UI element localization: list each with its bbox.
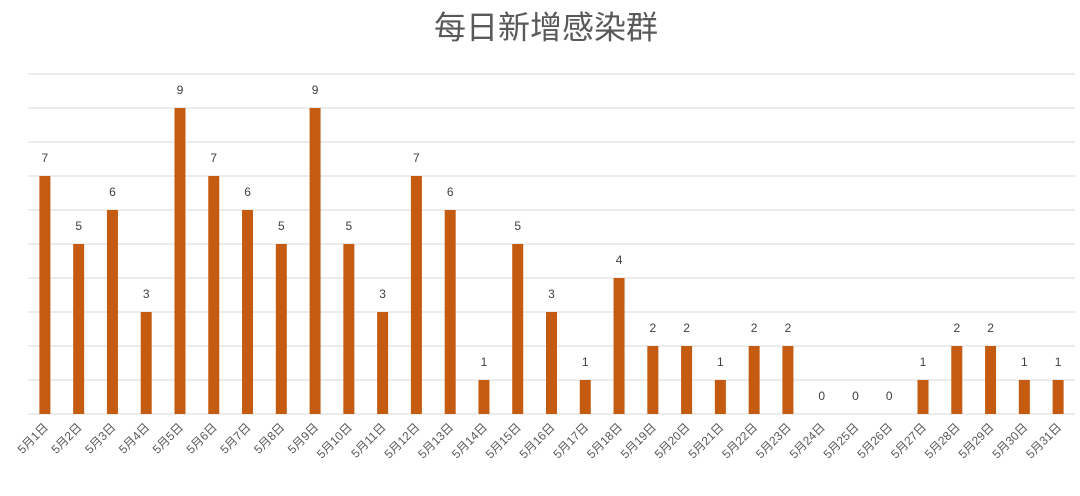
- bar: [140, 312, 152, 414]
- data-label: 6: [447, 185, 454, 199]
- bar: [73, 244, 85, 414]
- data-label: 2: [785, 321, 792, 335]
- x-tick-label: 5月10日: [314, 420, 355, 461]
- data-label: 2: [987, 321, 994, 335]
- x-tick-label: 5月7日: [217, 420, 253, 456]
- bar: [782, 346, 794, 414]
- data-label: 1: [582, 355, 589, 369]
- x-tick-label: 5月19日: [618, 420, 659, 461]
- bar: [39, 176, 51, 414]
- x-tick-label: 5月3日: [82, 420, 118, 456]
- data-label: 9: [177, 83, 184, 97]
- x-tick-label: 5月12日: [381, 420, 422, 461]
- x-tick-label: 5月26日: [854, 420, 895, 461]
- x-tick-label: 5月2日: [48, 420, 84, 456]
- bar: [174, 108, 186, 414]
- data-label: 1: [1055, 355, 1062, 369]
- bar: [681, 346, 693, 414]
- bar: [410, 176, 422, 414]
- x-tick-label: 5月6日: [184, 420, 220, 456]
- x-tick-label: 5月28日: [922, 420, 963, 461]
- x-tick-label: 5月13日: [415, 420, 456, 461]
- x-tick-label: 5月1日: [15, 420, 51, 456]
- data-label: 1: [717, 355, 724, 369]
- data-label: 7: [210, 151, 217, 165]
- data-label: 5: [75, 219, 82, 233]
- bar: [343, 244, 355, 414]
- bar: [1018, 380, 1030, 414]
- x-tick-label: 5月18日: [584, 420, 625, 461]
- chart-title: 每日新增感染群: [434, 9, 658, 45]
- x-tick-label: 5月17日: [550, 420, 591, 461]
- x-tick-label: 5月11日: [348, 420, 388, 460]
- x-tick-label: 5月21日: [685, 420, 726, 461]
- data-label: 3: [379, 287, 386, 301]
- data-label: 7: [413, 151, 420, 165]
- bar: [579, 380, 591, 414]
- data-label: 3: [143, 287, 150, 301]
- data-label: 1: [1021, 355, 1028, 369]
- bar: [512, 244, 524, 414]
- x-tick-label: 5月29日: [956, 420, 997, 461]
- data-label: 6: [244, 185, 251, 199]
- bar: [546, 312, 557, 414]
- x-tick-label: 5月15日: [483, 420, 524, 461]
- bar: [985, 346, 997, 414]
- data-label: 7: [42, 151, 49, 165]
- x-tick-label: 5月23日: [753, 420, 794, 461]
- bar: [1052, 380, 1064, 414]
- data-label: 0: [886, 389, 893, 403]
- bar: [647, 346, 659, 414]
- bar: [714, 380, 726, 414]
- data-label: 4: [616, 253, 623, 267]
- bar: [613, 278, 625, 414]
- x-tick-label: 5月16日: [517, 420, 558, 461]
- bar: [309, 108, 321, 414]
- bar: [208, 176, 220, 414]
- bar: [478, 380, 490, 414]
- data-label: 9: [312, 83, 319, 97]
- x-tick-label: 5月14日: [449, 420, 490, 461]
- bar: [951, 346, 963, 414]
- data-label: 2: [953, 321, 960, 335]
- data-label: 5: [514, 219, 521, 233]
- bar: [748, 346, 760, 414]
- bar: [242, 210, 254, 414]
- x-tick-label: 5月24日: [787, 420, 828, 461]
- x-tick-label: 5月30日: [989, 420, 1030, 461]
- x-tick-label: 5月20日: [652, 420, 693, 461]
- data-label: 2: [751, 321, 758, 335]
- bar: [444, 210, 456, 414]
- data-label: 5: [346, 219, 353, 233]
- bar: [106, 210, 118, 414]
- bar: [275, 244, 287, 414]
- x-tick-label: 5月4日: [116, 420, 152, 456]
- data-label: 2: [683, 321, 690, 335]
- data-label: 1: [920, 355, 927, 369]
- data-label: 0: [852, 389, 859, 403]
- bar: [377, 312, 389, 414]
- bar: [917, 380, 929, 414]
- data-label: 3: [548, 287, 555, 301]
- x-tick-label: 5月5日: [150, 420, 186, 456]
- data-label: 0: [818, 389, 825, 403]
- data-label: 1: [481, 355, 488, 369]
- x-tick-label: 5月27日: [888, 420, 929, 461]
- data-label: 6: [109, 185, 116, 199]
- x-tick-label: 5月31日: [1023, 420, 1064, 461]
- x-tick-label: 5月25日: [821, 420, 862, 461]
- data-label: 2: [649, 321, 656, 335]
- data-label: 5: [278, 219, 285, 233]
- x-tick-label: 5月22日: [719, 420, 760, 461]
- x-tick-label: 5月8日: [251, 420, 287, 456]
